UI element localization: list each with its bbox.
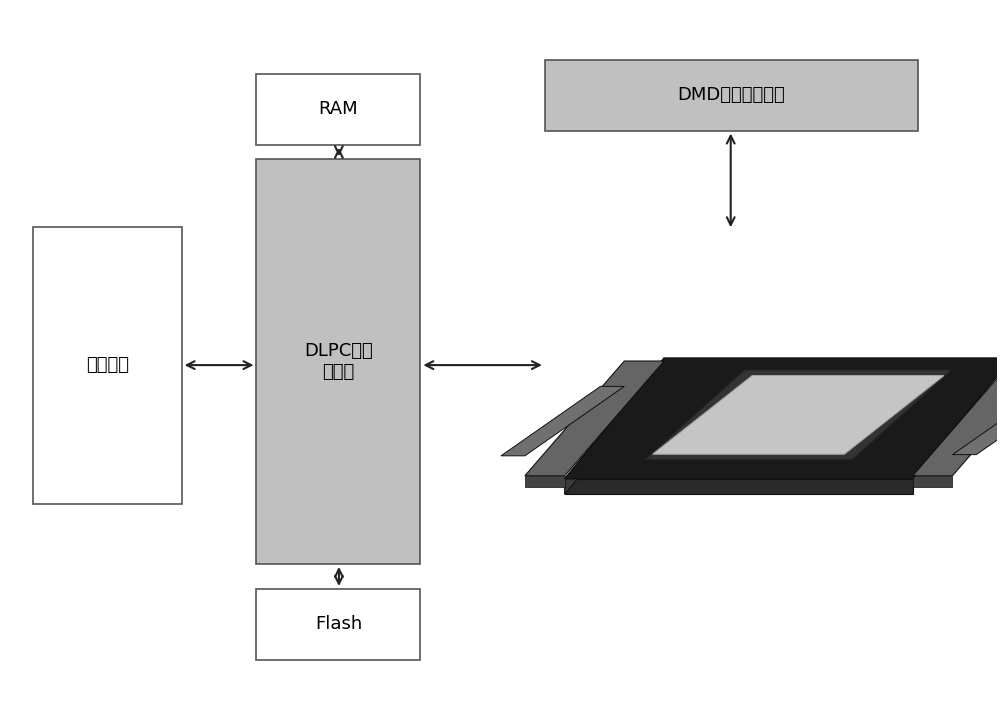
Polygon shape — [653, 376, 944, 454]
Bar — [256, 589, 420, 660]
Polygon shape — [653, 376, 944, 454]
Polygon shape — [913, 475, 952, 487]
Polygon shape — [501, 387, 624, 456]
Polygon shape — [645, 370, 952, 460]
Polygon shape — [525, 361, 664, 475]
Bar — [545, 59, 918, 130]
Bar — [256, 159, 420, 564]
Polygon shape — [565, 358, 664, 495]
Polygon shape — [565, 358, 1000, 479]
Polygon shape — [525, 475, 565, 487]
Polygon shape — [913, 361, 1000, 475]
Text: DMD电压控制芯片: DMD电压控制芯片 — [677, 86, 785, 104]
Text: DLPC系列
控制器: DLPC系列 控制器 — [304, 342, 373, 381]
Polygon shape — [565, 479, 913, 495]
Text: RAM: RAM — [319, 100, 358, 118]
Polygon shape — [952, 385, 1000, 455]
Text: Flash: Flash — [315, 616, 362, 634]
Bar — [33, 226, 182, 503]
Text: 主控制器: 主控制器 — [86, 356, 129, 374]
Bar — [256, 74, 420, 145]
